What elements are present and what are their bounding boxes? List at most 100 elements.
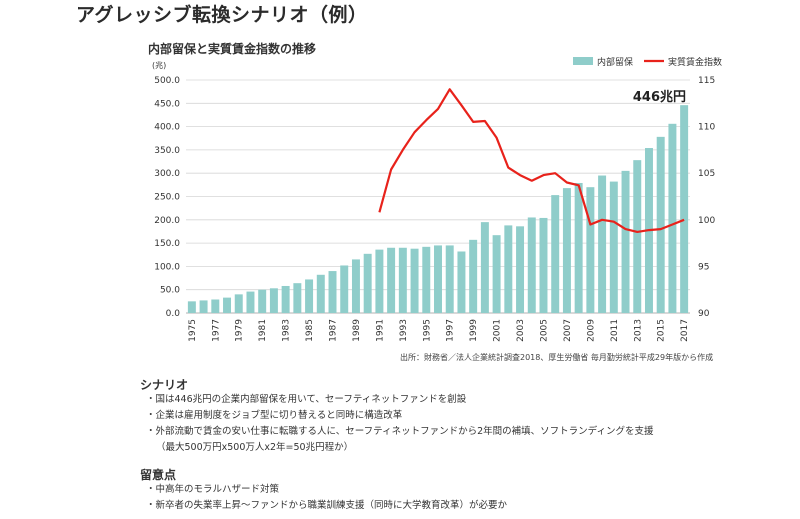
x-tick-label: 2013 [633,319,643,342]
scenario-item: 企業は雇用制度をジョブ型に切り替えると同時に構造改革 [146,408,653,424]
chart: 0.0 50.0 100.0 150.0 200.0 250.0 300.0 350.0 400… [152,56,722,342]
bar-1992 [387,247,396,313]
bar-2009 [586,187,595,313]
y-left-tick-label: 300.0 [154,169,180,179]
bar-2015 [656,136,665,313]
x-tick-label: 1989 [352,319,362,342]
y-left-tick-label: 400.0 [154,123,180,133]
scenario-item: 国は446兆円の企業内部留保を用いて、セーフティネットファンドを創設 [146,392,653,408]
notes-heading: 留意点 [140,468,177,482]
bar-2004 [527,217,536,313]
bar-2002 [504,225,513,313]
bar-1977 [211,299,220,313]
y-left-tick-label: 0.0 [166,309,181,319]
y-right-tick-label: 95 [698,262,709,272]
scenario-item: 外部流動で賃金の安い仕事に転職する人に、セーフティネットファンドから2年間の補填… [146,424,654,440]
legend-label-wage-index: 実質賃金指数 [668,56,722,68]
y-left-tick-label: 450.0 [154,99,180,109]
bar-1993 [398,247,407,313]
bar-2011 [609,181,618,313]
x-tick-label: 1975 [188,319,198,342]
bar-2006 [551,195,560,313]
y-left-unit-label: (兆) [152,60,166,70]
bar-2003 [516,226,525,313]
x-tick-label: 2007 [563,319,573,342]
legend-swatch-retained-earnings [573,57,593,65]
bar-2010 [598,175,607,313]
bar-2012 [621,170,630,313]
scenario-list: 国は446兆円の企業内部留保を用いて、セーフティネットファンドを創設 企業は雇用… [146,392,654,456]
bar-1991 [375,249,384,313]
x-tick-label: 2001 [493,319,503,342]
bar-1999 [469,239,478,313]
bar-1987 [328,271,337,313]
bar-1980 [246,291,255,313]
scenario-heading: シナリオ [140,378,189,392]
x-tick-label: 1995 [422,319,432,342]
x-tick-label: 1983 [282,319,292,342]
x-tick-label: 1999 [469,319,479,342]
x-tick-label: 1979 [235,319,245,342]
bar-1975 [187,301,196,313]
bar-1983 [281,285,290,313]
page-title: アグレッシブ転換シナリオ（例） [76,4,368,26]
bar-2007 [562,188,571,313]
y-left-tick-label: 250.0 [154,193,180,203]
bar-1988 [340,265,349,313]
y-right-tick-label: 90 [698,309,710,319]
bar-1996 [434,245,442,313]
x-tick-label: 2009 [586,319,596,342]
x-tick-label: 2015 [657,319,667,342]
y-left-tick-label: 50.0 [160,286,180,296]
y-right-tick-label: 100 [698,216,715,226]
annotation-446: 446兆円 [633,89,686,105]
x-tick-label: 1985 [305,319,315,342]
y-left-tick-label: 200.0 [154,216,180,226]
y-left-tick-label: 500.0 [154,76,180,86]
bar-2017 [680,105,689,313]
bar-2000 [480,222,489,313]
y-right-tick-label: 115 [698,76,715,86]
bar-2013 [633,160,642,313]
bar-1994 [410,248,419,313]
bar-1986 [316,274,325,313]
chart-title: 内部留保と実質賃金指数の推移 [148,42,317,56]
bar-1979 [234,294,243,313]
x-tick-label: 1991 [375,319,385,342]
bar-1989 [351,259,360,313]
bar-1985 [305,279,314,313]
bar-1982 [269,288,278,313]
bar-2008 [574,182,583,313]
note-item: 新卒者の失業率上昇〜ファンドから職業訓練支援（同時に大学教育改革）が必要か [146,498,508,514]
wage-index-line [378,88,685,233]
bar-1998 [457,251,466,313]
bar-2005 [539,217,548,313]
y-right-tick-label: 110 [698,123,715,133]
x-tick-label: 1981 [258,319,268,342]
y-right-tick-label: 105 [698,169,715,179]
note-item: 中高年のモラルハザード対策 [146,482,507,498]
x-tick-label: 1993 [399,319,409,342]
source-note: 出所：財務省／法人企業統計調査2018、厚生労働省 毎月勤労統計平成29年版から… [400,353,714,362]
x-tick-label: 2005 [539,319,549,342]
bar-1984 [293,283,302,313]
y-left-tick-label: 150.0 [154,239,180,249]
y-left-tick-label: 100.0 [154,262,180,272]
x-tick-label: 1997 [446,319,456,342]
bar-1976 [199,300,208,313]
legend-label-retained-earnings: 内部留保 [597,56,633,68]
x-tick-label: 2003 [516,319,526,342]
bar-1981 [258,289,267,313]
bar-1990 [363,253,372,313]
y-left-tick-label: 350.0 [154,146,180,156]
x-tick-label: 2011 [610,319,620,342]
bar-1997 [445,245,454,313]
bar-1978 [223,297,232,313]
x-tick-label: 2017 [680,319,690,342]
bar-2016 [668,123,677,313]
notes-list: 中高年のモラルハザード対策 新卒者の失業率上昇〜ファンドから職業訓練支援（同時に… [146,482,508,514]
bar-2001 [492,235,501,313]
scenario-item-continuation: （最大500万円x500万人x2年=50兆円程か） [156,442,354,453]
x-tick-label: 1977 [211,319,221,342]
x-tick-label: 1987 [329,319,339,342]
